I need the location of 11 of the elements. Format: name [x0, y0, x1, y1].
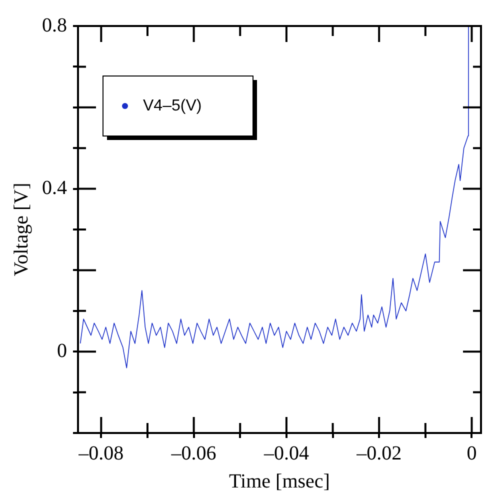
y-tick-label: 0 — [57, 340, 67, 362]
legend-label: V4–5(V) — [143, 97, 202, 114]
x-tick-label: –0.06 — [170, 442, 216, 464]
y-tick-label: 0.8 — [42, 14, 67, 36]
x-tick-label: –0.04 — [262, 442, 309, 464]
y-axis-title: Voltage [V] — [10, 182, 32, 276]
x-tick-label: 0 — [466, 442, 477, 464]
y-tick-label: 0.4 — [42, 177, 67, 200]
x-tick-label: –0.08 — [78, 442, 124, 464]
x-tick-label: –0.02 — [356, 442, 402, 464]
x-axis-title: Time [msec] — [229, 470, 330, 492]
